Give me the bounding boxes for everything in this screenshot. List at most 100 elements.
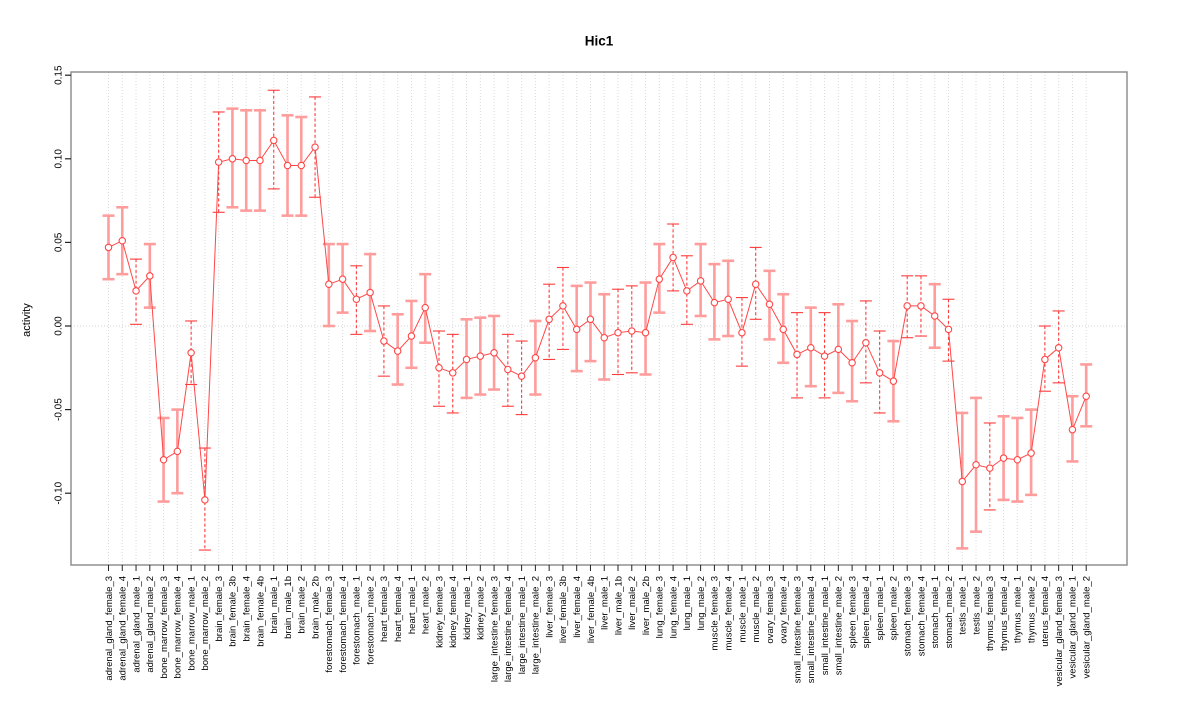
data-point: [986, 464, 994, 472]
x-tick-label: uterus_female_4: [1040, 576, 1051, 647]
series-polyline: [108, 139, 1087, 500]
x-tick-label: forestomach_female_4: [338, 576, 349, 673]
x-tick-label: testis_male_1: [958, 576, 969, 635]
x-tick-label: brain_male_1b: [283, 576, 294, 639]
x-tick-label: large_intestine_male_2: [531, 576, 542, 674]
x-tick-label: spleen_female_3: [847, 576, 858, 648]
x-tick-label: thymus_female_3: [985, 576, 996, 651]
x-tick-label: bone_marrow_male_2: [200, 576, 211, 671]
x-tick-label: ovary_female_4: [779, 576, 790, 644]
x-tick-label: heart_female_4: [393, 576, 404, 642]
data-point: [435, 364, 443, 372]
x-tick-label: kidney_female_4: [448, 576, 459, 648]
data-point: [311, 143, 319, 151]
x-tick-label: lung_male_2: [696, 576, 707, 630]
data-point: [187, 349, 195, 357]
x-axis: adrenal_gland_female_3 adrenal_gland_fema…: [104, 565, 1093, 686]
x-tick-label: testis_male_2: [971, 576, 982, 635]
x-tick-label: heart_male_1: [407, 576, 418, 634]
data-point: [242, 156, 250, 165]
x-tick-label: small_intestine_male_1: [820, 576, 831, 675]
data-point: [228, 155, 237, 163]
data-point: [586, 315, 595, 324]
data-point: [297, 161, 306, 170]
data-point: [393, 347, 402, 355]
x-tick-label: adrenal_gland_female_3: [104, 576, 115, 681]
data-point: [738, 328, 746, 337]
x-tick-label: brain_male_1: [269, 576, 280, 634]
x-tick-label: adrenal_gland_male_2: [145, 576, 156, 673]
data-point: [256, 156, 264, 165]
x-tick-label: lung_female_3: [655, 576, 666, 638]
x-tick-label: bone_marrow_female_3: [159, 576, 170, 678]
x-tick-label: heart_female_3: [379, 576, 390, 642]
data-point: [325, 280, 333, 288]
chart-title: Hic1: [584, 33, 614, 49]
x-tick-label: small_intestine_female_3: [792, 576, 803, 683]
x-tick-label: bone_marrow_female_4: [173, 576, 184, 678]
data-point: [104, 243, 113, 252]
x-tick-label: vesicular_gland_male_2: [1082, 576, 1093, 678]
x-tick-label: liver_male_2: [627, 576, 638, 630]
data-point: [572, 325, 581, 334]
x-tick-label: thymus_female_4: [999, 576, 1010, 651]
x-tick-label: stomach_female_4: [916, 576, 927, 656]
x-tick-label: stomach_male_1: [930, 576, 941, 648]
data-point: [490, 349, 498, 357]
data-point: [132, 287, 140, 295]
data-point: [1041, 355, 1049, 364]
x-tick-label: kidney_female_3: [434, 576, 445, 648]
data-point: [944, 325, 953, 334]
data-point: [848, 359, 856, 367]
data-point: [793, 350, 801, 359]
data-point: [504, 365, 512, 374]
plot-frame: [70, 71, 1128, 566]
x-tick-label: brain_male_2b: [310, 576, 321, 639]
y-tick-label: 0.05: [54, 232, 65, 252]
data-point: [628, 327, 636, 335]
series-line: [108, 139, 1087, 500]
data-point: [600, 333, 608, 342]
data-point: [724, 295, 732, 303]
x-tick-label: liver_male_2b: [641, 576, 652, 635]
y-tick-label: 0.15: [54, 65, 65, 85]
data-point: [173, 447, 182, 456]
data-point: [641, 328, 650, 337]
x-tick-label: liver_female_4: [572, 576, 583, 638]
x-tick-label: spleen_male_2: [889, 576, 900, 640]
data-point: [958, 477, 967, 486]
data-point: [338, 275, 347, 283]
data-points: [104, 136, 1090, 504]
data-point: [476, 352, 485, 360]
data-point: [669, 253, 677, 262]
data-point: [1013, 456, 1022, 464]
data-point: [559, 302, 567, 310]
data-point: [889, 377, 898, 385]
data-point: [751, 280, 760, 288]
data-point: [779, 325, 788, 334]
data-point: [545, 315, 553, 324]
gridlines: [71, 72, 1127, 565]
x-tick-label: heart_male_2: [421, 576, 432, 634]
data-point: [283, 161, 292, 170]
x-tick-label: liver_male_1b: [613, 576, 624, 635]
x-tick-label: brain_female_3b: [228, 576, 239, 647]
data-point: [1027, 449, 1035, 457]
x-tick-label: vesicular_gland_male_1: [1068, 576, 1079, 678]
x-tick-label: thymus_male_1: [1013, 576, 1024, 643]
x-tick-label: liver_female_3b: [558, 576, 569, 643]
x-tick-label: stomach_male_2: [944, 576, 955, 648]
x-tick-label: muscle_female_4: [723, 576, 734, 650]
x-tick-label: liver_male_1: [600, 576, 611, 630]
x-tick-label: adrenal_gland_female_4: [118, 576, 129, 681]
data-point: [999, 454, 1008, 462]
frame: [70, 71, 1128, 566]
data-point: [696, 277, 705, 285]
data-point: [159, 456, 168, 464]
x-tick-label: spleen_female_4: [861, 576, 872, 648]
data-point: [462, 355, 471, 364]
data-point: [118, 236, 127, 245]
data-point: [903, 302, 911, 310]
